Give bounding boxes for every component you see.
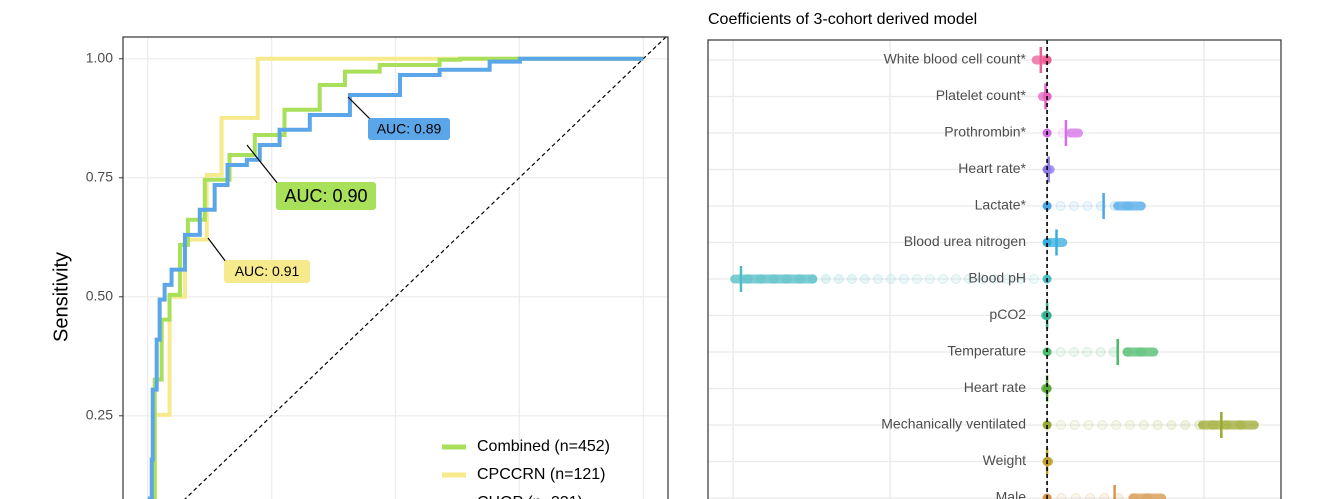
row-label: Lactate* bbox=[975, 197, 1027, 213]
trail-dot bbox=[1056, 493, 1067, 499]
trail-dot bbox=[1003, 274, 1014, 284]
row-label: Heart rate* bbox=[958, 160, 1026, 176]
trail-dot bbox=[1069, 420, 1080, 430]
panel-title: Coefficients of 3-cohort derived model bbox=[708, 11, 977, 28]
row-label: White blood cell count* bbox=[884, 51, 1027, 67]
trail-dot bbox=[950, 274, 961, 284]
trail-dot bbox=[1138, 420, 1149, 430]
trail-dot bbox=[820, 274, 831, 284]
annotation-label: AUC: 0.91 bbox=[235, 263, 300, 279]
row-label: Blood pH bbox=[968, 270, 1026, 286]
y-tick-label: 0.50 bbox=[86, 288, 113, 304]
annotation-leader bbox=[347, 96, 371, 120]
legend-label: CHOP (n=331) bbox=[477, 494, 583, 499]
trail-dot bbox=[1069, 201, 1080, 211]
row-label: Blood urea nitrogen bbox=[904, 233, 1026, 249]
trail-dot bbox=[1016, 274, 1027, 284]
trail-dot bbox=[1124, 420, 1135, 430]
trail-dot bbox=[963, 274, 974, 284]
legend-label: CPCCRN (n=121) bbox=[477, 466, 605, 483]
trail-dot bbox=[898, 274, 909, 284]
trail-dot bbox=[885, 274, 896, 284]
trail-dot bbox=[1085, 493, 1096, 499]
roc-curve bbox=[147, 56, 644, 499]
trail-dot bbox=[872, 274, 883, 284]
origin-dot bbox=[1042, 55, 1052, 65]
trail-dot bbox=[1099, 493, 1110, 499]
trail-dot bbox=[1068, 347, 1079, 357]
trail-dot bbox=[911, 274, 922, 284]
annotation-label: AUC: 0.90 bbox=[284, 186, 367, 206]
trail-dot bbox=[1055, 420, 1066, 430]
y-axis-label: Sensitivity bbox=[50, 252, 72, 342]
legend-label: Combined (n=452) bbox=[477, 438, 610, 455]
trail-dot bbox=[1055, 201, 1066, 211]
trail-dot bbox=[1111, 420, 1122, 430]
trail-dot bbox=[1083, 420, 1094, 430]
annotation-leader bbox=[207, 237, 227, 263]
trail-dot bbox=[1082, 347, 1093, 357]
origin-dot bbox=[1042, 201, 1052, 211]
trail-dot bbox=[1070, 493, 1081, 499]
trail-dot bbox=[846, 274, 857, 284]
roc-curve bbox=[147, 56, 644, 499]
trail-dot bbox=[1029, 274, 1040, 284]
trail-dot bbox=[937, 274, 948, 284]
panel-border bbox=[122, 36, 669, 499]
row-label: Mechanically ventilated bbox=[881, 416, 1026, 432]
y-tick-label: 0.75 bbox=[86, 169, 113, 185]
trail-dot bbox=[833, 274, 844, 284]
annotation-box bbox=[224, 260, 310, 283]
trail-dot bbox=[990, 274, 1001, 284]
trail-dot bbox=[1166, 420, 1177, 430]
origin-dot bbox=[1042, 238, 1052, 247]
trail-dot bbox=[1095, 347, 1106, 357]
annotation-label: AUC: 0.89 bbox=[377, 121, 442, 137]
roc-curve bbox=[147, 56, 644, 499]
annotation-box bbox=[276, 182, 376, 210]
trail-dot bbox=[1097, 420, 1108, 430]
row-label: Male bbox=[996, 489, 1027, 499]
trail-dot bbox=[1180, 420, 1191, 430]
row-label: Temperature bbox=[947, 343, 1026, 359]
y-tick-label: 0.25 bbox=[86, 407, 113, 423]
row-label: pCO2 bbox=[989, 306, 1026, 322]
trail-dot bbox=[977, 274, 988, 284]
annotation-leader bbox=[246, 144, 279, 185]
annotation-box bbox=[368, 118, 450, 140]
panel-border bbox=[707, 39, 1282, 499]
row-label: Heart rate bbox=[964, 379, 1026, 395]
trail-dot bbox=[1055, 347, 1066, 357]
row-label: Platelet count* bbox=[936, 87, 1027, 103]
row-label: Weight bbox=[983, 452, 1026, 468]
y-tick-label: 1.00 bbox=[86, 50, 113, 66]
trail-dot bbox=[1152, 420, 1163, 430]
trail-dot bbox=[859, 274, 870, 284]
row-label: Prothrombin* bbox=[944, 124, 1026, 140]
trail-dot bbox=[1082, 201, 1093, 211]
trail-dot bbox=[924, 274, 935, 284]
